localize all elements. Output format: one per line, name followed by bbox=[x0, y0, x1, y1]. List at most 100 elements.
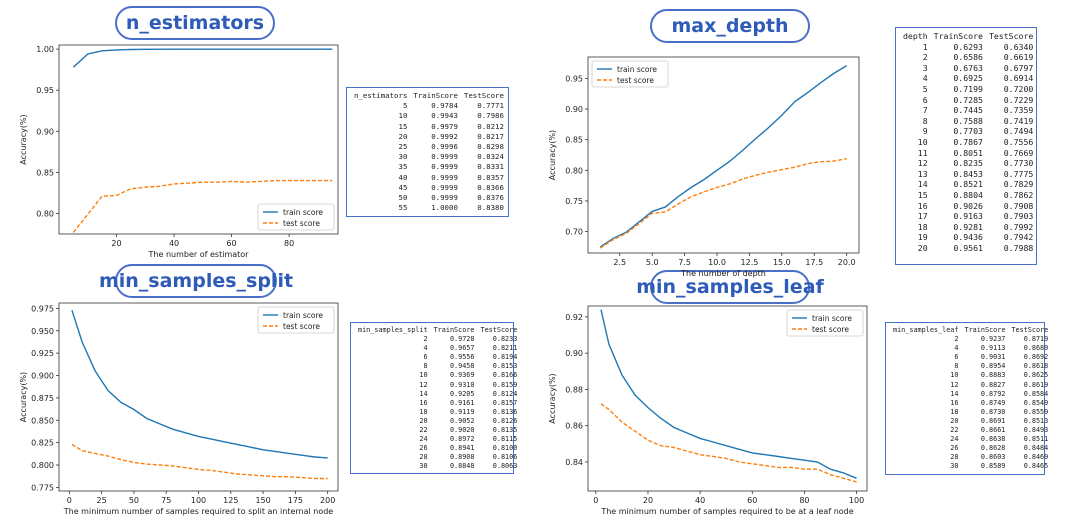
table-row: 5 0.7199 0.7200 bbox=[900, 84, 1036, 95]
table-cell: 12 bbox=[917, 158, 928, 169]
table-row: 12 0.9310 0.8159 bbox=[355, 381, 520, 390]
table-cell: 0.7988 bbox=[1003, 242, 1034, 253]
legend-label: test score bbox=[283, 219, 320, 228]
table-cell: 0.9369 bbox=[449, 371, 475, 380]
y-tick-label: 0.90 bbox=[565, 349, 583, 358]
table-cell: 8 bbox=[423, 362, 428, 371]
table-cell: 0.9237 bbox=[980, 335, 1006, 344]
table-cell: 0.7669 bbox=[1003, 147, 1034, 158]
table-cell: 0.9999 bbox=[431, 193, 458, 203]
y-tick-label: 0.70 bbox=[565, 228, 583, 237]
series-line-test bbox=[600, 403, 857, 483]
table-cell: 0.7867 bbox=[953, 136, 983, 147]
table-cell: 0.8159 bbox=[492, 380, 518, 389]
table-cell: 8 bbox=[954, 362, 959, 371]
table-cell: 0.6797 bbox=[1003, 62, 1034, 73]
table-cell: 0.7445 bbox=[953, 105, 983, 116]
table-cell: 0.8376 bbox=[477, 193, 504, 203]
table-cell: 0.8941 bbox=[449, 444, 475, 453]
table-cell: 0.9119 bbox=[449, 407, 475, 416]
x-tick-label: 10.0 bbox=[708, 258, 726, 267]
table-row: 20 0.8691 0.8513 bbox=[890, 417, 1051, 426]
table-cell: 0.8126 bbox=[492, 416, 518, 425]
y-tick-label: 0.92 bbox=[565, 313, 583, 322]
x-axis-label: The minimum number of samples required t… bbox=[600, 507, 853, 516]
table-row: 4 0.6925 0.6914 bbox=[900, 73, 1036, 84]
chart-max-depth: 2.5 5.0 7.5 10.0 12.5 15.0 17.5 20.0 0.70 0.75 0.8… bbox=[548, 56, 860, 278]
table-row: 25 0.9996 0.8298 bbox=[351, 142, 507, 152]
y-tick-label: 1.00 bbox=[36, 45, 54, 54]
table-cell: 0.9281 bbox=[953, 221, 983, 232]
table-cell: 18 bbox=[419, 407, 428, 416]
table-cell: 0.8469 bbox=[1023, 453, 1049, 462]
table-cell: 0.9163 bbox=[953, 211, 983, 222]
y-tick-label: 0.90 bbox=[565, 105, 583, 114]
x-tick-label: 175 bbox=[288, 496, 303, 505]
x-axis-label: The number of estimator bbox=[148, 250, 250, 259]
table-cell: 22 bbox=[950, 426, 959, 435]
table-cell: 0.9561 bbox=[953, 242, 983, 253]
table-cell: 15 bbox=[917, 189, 928, 200]
table-cell: 20 bbox=[398, 131, 408, 141]
table-min-samples-split: min_samples_split TrainScore TestScore 2 0.9… bbox=[350, 322, 517, 474]
table-cell: 0.8211 bbox=[492, 344, 518, 353]
table-cell: 0.7908 bbox=[1003, 200, 1034, 211]
x-tick-label: 17.5 bbox=[805, 258, 823, 267]
table-cell: 0.9992 bbox=[431, 131, 458, 141]
table-cell: 0.8465 bbox=[1023, 462, 1049, 471]
table-row: 13 0.8453 0.7775 bbox=[900, 169, 1036, 180]
table-row: 16 0.9026 0.7908 bbox=[900, 201, 1036, 212]
table-cell: 0.8217 bbox=[477, 131, 504, 141]
x-tick-label: 100 bbox=[849, 496, 864, 505]
x-tick-label: 100 bbox=[191, 496, 206, 505]
table-cell: 6 bbox=[922, 94, 928, 105]
table-row: 24 0.8972 0.8115 bbox=[355, 435, 520, 444]
table-cell: 20 bbox=[917, 242, 928, 253]
legend-label: test score bbox=[617, 76, 654, 85]
table-cell: 0.8324 bbox=[477, 152, 504, 162]
x-tick-label: 20 bbox=[111, 239, 121, 248]
chart-n-estimators: 20 40 60 80 0.80 0.85 0.90 0.95 1.00 The number o… bbox=[19, 44, 339, 259]
y-tick-label: 0.850 bbox=[31, 416, 54, 425]
y-tick-label: 0.86 bbox=[565, 422, 583, 431]
table-cell: 16 bbox=[419, 398, 428, 407]
y-tick-label: 0.775 bbox=[31, 483, 54, 492]
table-row: 35 0.9999 0.8331 bbox=[351, 162, 507, 172]
table-cell: 0.8749 bbox=[980, 398, 1006, 407]
table-cell: 45 bbox=[398, 182, 408, 192]
table-cell: 2 bbox=[922, 52, 928, 63]
table-row: 45 0.9999 0.8366 bbox=[351, 183, 507, 193]
table-cell: 0.8954 bbox=[980, 362, 1006, 371]
table-cell: 0.8135 bbox=[492, 426, 518, 435]
table-cell: 0.8827 bbox=[980, 380, 1006, 389]
table-cell: 16 bbox=[917, 200, 928, 211]
table-header-cell: TrainScore bbox=[413, 91, 458, 100]
x-tick-label: 200 bbox=[320, 496, 335, 505]
table-cell: 14 bbox=[917, 179, 928, 190]
table-cell: 0.8194 bbox=[492, 353, 518, 362]
x-tick-label: 150 bbox=[255, 496, 270, 505]
x-tick-label: 20.0 bbox=[838, 258, 856, 267]
table-cell: 0.8638 bbox=[980, 435, 1006, 444]
table-row: 15 0.8804 0.7862 bbox=[900, 190, 1036, 201]
legend-label: train score bbox=[283, 311, 323, 320]
table-cell: 0.8298 bbox=[477, 142, 504, 152]
table-cell: 0.7285 bbox=[953, 94, 983, 105]
table-row: 30 0.9999 0.8324 bbox=[351, 152, 507, 162]
table-row: 18 0.9281 0.7992 bbox=[900, 222, 1036, 233]
legend: train score test score bbox=[591, 60, 669, 88]
table-cell: 0.8157 bbox=[492, 398, 518, 407]
table-cell: 0.8453 bbox=[953, 168, 983, 179]
x-tick-label: 12.5 bbox=[741, 258, 759, 267]
table-cell: 13 bbox=[917, 168, 928, 179]
table-header-cell: min_samples_split bbox=[358, 326, 428, 334]
y-axis-label: Accuracy(%) bbox=[19, 114, 28, 164]
table-cell: 0.7229 bbox=[1003, 94, 1034, 105]
legend-label: train score bbox=[617, 65, 657, 74]
table-cell: 0.8484 bbox=[1023, 444, 1049, 453]
table-cell: 0.9999 bbox=[431, 162, 458, 172]
table-row: 6 0.7285 0.7229 bbox=[900, 95, 1036, 106]
x-tick-label: 60 bbox=[226, 239, 236, 248]
table-header-cell: n_estimators bbox=[354, 91, 408, 100]
